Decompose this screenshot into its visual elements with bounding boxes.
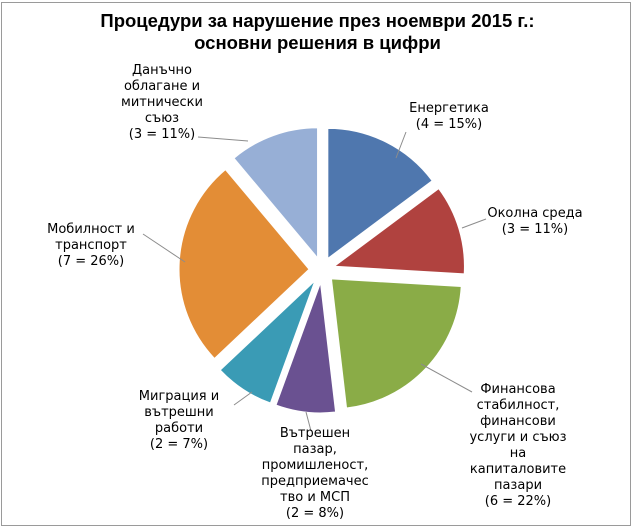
slice-mobility <box>178 168 310 360</box>
slice-energy <box>327 127 433 260</box>
data-label-environment: Околна среда (3 = 11%) <box>487 206 583 237</box>
slice-internal-market <box>275 282 337 414</box>
leader-line <box>197 136 249 142</box>
slice-migration <box>219 280 316 404</box>
leader-line <box>420 363 473 393</box>
leader-line <box>305 411 312 432</box>
data-label-taxation: Данъчно облагане и митнически съюз (3 = … <box>121 63 203 142</box>
slice-financial <box>330 278 462 409</box>
slice-taxation <box>233 127 319 260</box>
pie-slices <box>178 127 465 414</box>
leader-line <box>233 391 253 406</box>
chart-title-line2: основни решения в цифри <box>194 32 441 53</box>
data-label-financial: Финансова стабилност, финансови услуги и… <box>469 382 567 509</box>
chart-title: Процедури за нарушение през ноември 2015… <box>0 10 635 54</box>
leader-lines <box>142 131 487 432</box>
data-label-energy: Енергетика (4 = 15%) <box>409 101 489 132</box>
data-label-mobility: Мобилност и транспорт (7 = 26%) <box>47 222 135 269</box>
leader-line <box>461 218 487 229</box>
leader-line <box>142 233 186 263</box>
slice-environment <box>333 187 465 275</box>
data-label-internal-market: Вътрешен пазар, промишленост, предприема… <box>261 426 369 521</box>
data-label-migration: Миграция и вътрешни работи (2 = 7%) <box>138 389 220 452</box>
chart-title-line1: Процедури за нарушение през ноември 2015… <box>100 10 535 31</box>
leader-line <box>395 131 407 159</box>
